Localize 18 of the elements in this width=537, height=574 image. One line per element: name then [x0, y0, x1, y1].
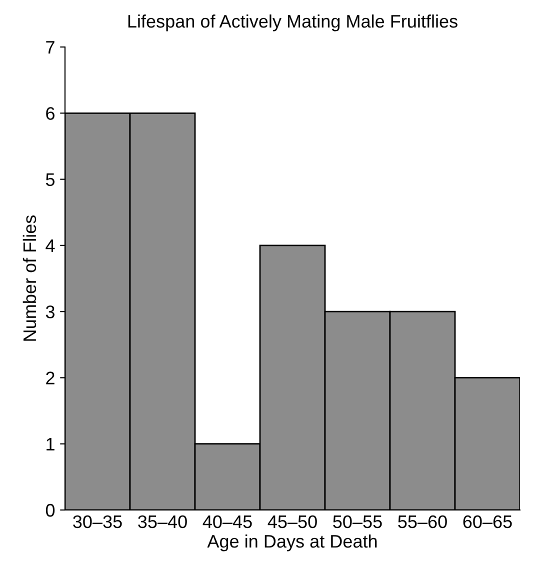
y-tick-label: 6 — [46, 107, 54, 120]
x-tick-label: 60–65 — [463, 515, 512, 528]
x-tick-label: 40–45 — [202, 515, 252, 528]
chart-title: Lifespan of Actively Mating Male Fruitflies — [128, 14, 458, 32]
x-tick-label: 55–60 — [398, 515, 447, 528]
x-tick-label: 30–35 — [73, 515, 122, 528]
y-tick-label: 5 — [46, 173, 55, 186]
x-tick-label: 50–55 — [333, 515, 382, 528]
x-tick-label: 45–50 — [268, 515, 317, 528]
y-tick-label: 4 — [46, 240, 55, 252]
y-tick-label: 2 — [46, 372, 54, 384]
y-tick-label: 3 — [46, 306, 54, 318]
y-tick-label: 0 — [46, 504, 55, 517]
x-axis-title: Age in Days at Death — [207, 534, 377, 552]
y-tick-label: 1 — [46, 438, 54, 450]
y-axis-title: Number of Flies — [22, 215, 36, 341]
y-tick-label: 7 — [46, 41, 54, 54]
x-tick-label: 35–40 — [138, 515, 187, 528]
